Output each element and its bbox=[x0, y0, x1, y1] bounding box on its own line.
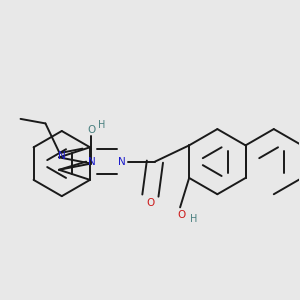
Text: H: H bbox=[98, 120, 106, 130]
Text: N: N bbox=[88, 157, 95, 167]
Text: H: H bbox=[190, 214, 197, 224]
Text: N: N bbox=[58, 151, 66, 161]
Text: O: O bbox=[88, 124, 96, 135]
Text: O: O bbox=[146, 198, 154, 208]
Text: N: N bbox=[118, 157, 126, 167]
Text: O: O bbox=[177, 211, 186, 220]
